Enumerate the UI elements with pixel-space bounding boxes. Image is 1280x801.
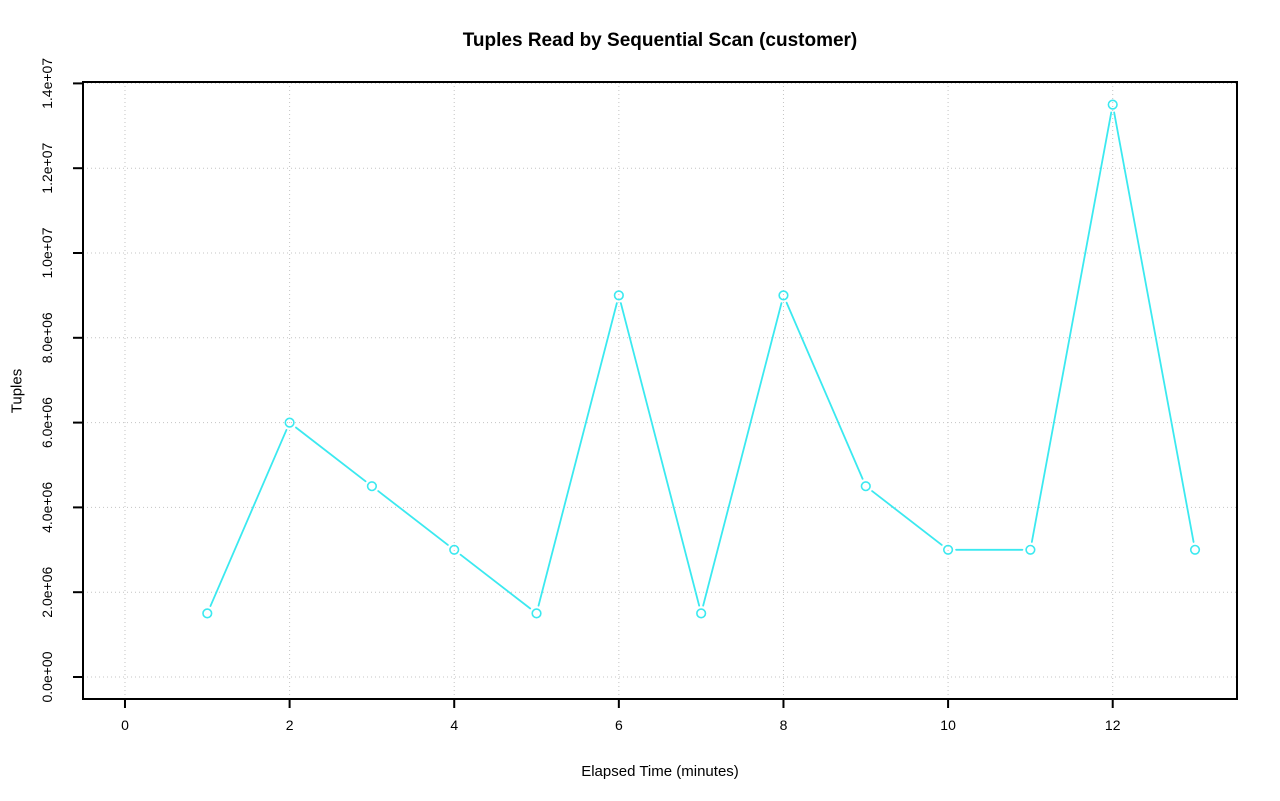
data-point-marker <box>284 417 295 428</box>
data-point-marker <box>531 608 542 619</box>
data-point-marker <box>860 481 871 492</box>
plot-border <box>82 81 1238 700</box>
x-tick-label: 4 <box>450 717 458 733</box>
series-line-segment <box>785 301 864 480</box>
data-point-marker <box>1189 544 1201 555</box>
series-line-segment <box>209 429 288 607</box>
y-tick-label: 8.0e+06 <box>39 312 55 363</box>
x-tick-label: 6 <box>615 717 623 733</box>
data-point-marker <box>1107 99 1118 110</box>
data-point-marker <box>942 544 954 555</box>
series-line-segment <box>537 302 618 607</box>
x-tick-label: 8 <box>780 717 788 733</box>
y-tick-label: 4.0e+06 <box>39 482 55 533</box>
chart-title: Tuples Read by Sequential Scan (customer… <box>462 30 858 51</box>
data-point-marker <box>1025 544 1036 555</box>
x-tick-label: 2 <box>286 717 294 733</box>
x-tick-label: 0 <box>121 717 129 733</box>
x-tick-label: 12 <box>1105 717 1121 733</box>
series-line-segment <box>619 302 701 607</box>
y-tick-label: 0.0e+00 <box>39 651 55 702</box>
data-point-marker <box>696 608 707 619</box>
y-tick-label: 6.0e+06 <box>39 397 55 448</box>
series-line-segment <box>1113 111 1195 543</box>
y-tick-label: 1.0e+07 <box>39 227 55 278</box>
data-point-marker <box>449 544 460 555</box>
series-line-segment <box>702 302 783 607</box>
series-line-segment <box>377 490 449 546</box>
data-point-marker <box>613 290 624 301</box>
y-tick-label: 2.0e+06 <box>39 566 55 617</box>
data-point-marker <box>366 481 378 492</box>
y-tick-label: 1.4e+07 <box>39 58 55 109</box>
x-tick-label: 10 <box>940 717 956 733</box>
series-line-segment <box>871 490 943 546</box>
series-line-segment <box>459 553 532 610</box>
data-point-marker <box>778 290 789 301</box>
x-axis-title: Elapsed Time (minutes) <box>581 763 739 780</box>
series-line-segment <box>1030 111 1113 543</box>
series-line-segment <box>295 426 367 483</box>
data-point-marker <box>202 608 213 619</box>
y-tick-label: 1.2e+07 <box>39 142 55 193</box>
